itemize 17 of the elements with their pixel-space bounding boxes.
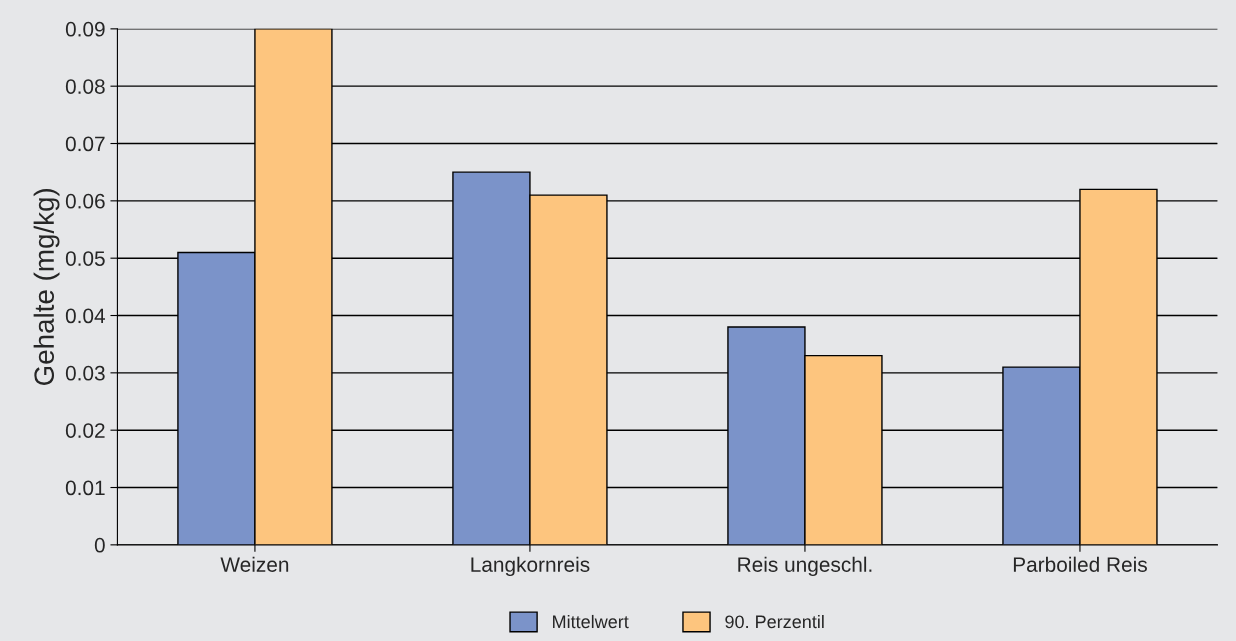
y-tick-label: 0.02 [65,423,105,438]
x-tick-label: Langkornreis [471,556,590,577]
x-tick-label: Weizen [220,556,289,572]
legend-label: 90. Perzentil [725,614,824,629]
x-tick-label: Parboiled Reis [1013,556,1147,572]
y-tick-label: 0.09 [65,21,105,37]
legend-label: Mittelwert [553,614,629,629]
x-tick-label: Reis ungeschl. [738,556,872,577]
y-tick-label: 0.04 [65,308,106,324]
y-tick-label: 0 [94,537,105,553]
y-tick-label: 0.07 [65,136,105,152]
y-tick-label: 0.03 [65,365,105,381]
y-tick-label: 0.01 [65,480,105,496]
y-axis-title: Gehalte (mg/kg) [33,188,60,386]
y-tick-label: 0.08 [65,79,105,94]
y-tick-label: 0.05 [65,251,105,266]
y-tick-label: 0.06 [65,193,105,209]
